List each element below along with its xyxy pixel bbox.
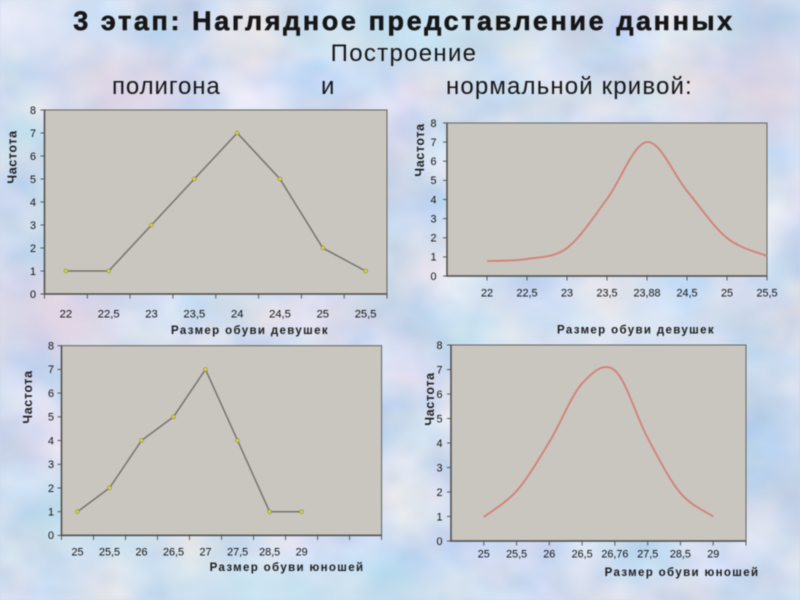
svg-text:26: 26 [135, 546, 147, 558]
svg-text:8: 8 [48, 341, 54, 353]
svg-text:25,5: 25,5 [506, 548, 527, 560]
svg-text:27: 27 [199, 546, 211, 558]
svg-text:29: 29 [707, 548, 719, 560]
svg-text:1: 1 [430, 252, 436, 264]
svg-text:28,5: 28,5 [670, 548, 691, 560]
svg-text:7: 7 [436, 364, 442, 376]
svg-text:23,5: 23,5 [183, 308, 205, 320]
svg-text:5: 5 [436, 413, 442, 425]
svg-text:5: 5 [48, 412, 54, 424]
svg-text:2: 2 [30, 243, 36, 255]
svg-text:1: 1 [436, 511, 442, 523]
svg-text:29: 29 [296, 546, 308, 558]
svg-text:0: 0 [30, 289, 36, 301]
svg-text:22,5: 22,5 [98, 308, 120, 320]
svg-text:0: 0 [430, 271, 436, 283]
svg-text:6: 6 [436, 389, 442, 401]
svg-text:7: 7 [430, 137, 436, 149]
svg-text:2: 2 [48, 483, 54, 495]
svg-text:6: 6 [30, 151, 36, 163]
svg-text:Размер обуви девушек: Размер обуви девушек [171, 325, 329, 337]
svg-text:6: 6 [48, 388, 54, 400]
svg-text:Частота: Частота [413, 123, 427, 177]
svg-text:1: 1 [30, 266, 36, 278]
svg-text:2: 2 [436, 487, 442, 499]
svg-text:8: 8 [436, 340, 442, 352]
svg-text:26,5: 26,5 [163, 546, 184, 558]
svg-text:26,76: 26,76 [601, 548, 628, 560]
svg-text:0: 0 [436, 536, 442, 548]
svg-text:Размер обуви юношей: Размер обуви юношей [210, 562, 365, 574]
svg-text:2: 2 [430, 233, 436, 245]
svg-text:22: 22 [481, 287, 493, 299]
svg-text:27,5: 27,5 [227, 546, 248, 558]
svg-text:5: 5 [30, 174, 36, 186]
svg-text:Размер обуви девушек: Размер обуви девушек [557, 325, 715, 337]
svg-text:25: 25 [478, 548, 490, 560]
svg-text:23: 23 [145, 308, 157, 320]
svg-text:Частота: Частота [5, 130, 19, 184]
svg-text:25,5: 25,5 [355, 308, 377, 320]
svg-text:1: 1 [48, 507, 54, 519]
svg-text:25,5: 25,5 [756, 287, 777, 299]
svg-text:23: 23 [561, 287, 573, 299]
svg-text:8: 8 [430, 118, 436, 130]
svg-text:Размер обуви юношей: Размер обуви юношей [605, 567, 760, 579]
svg-text:26: 26 [543, 548, 555, 560]
svg-text:24,5: 24,5 [269, 308, 291, 320]
svg-text:5: 5 [430, 175, 436, 187]
svg-text:3: 3 [30, 220, 36, 232]
svg-text:28,5: 28,5 [259, 546, 280, 558]
svg-text:22: 22 [60, 308, 72, 320]
svg-text:4: 4 [430, 194, 436, 206]
svg-text:25,5: 25,5 [99, 546, 120, 558]
svg-text:Частота: Частота [423, 372, 437, 426]
svg-text:3: 3 [436, 462, 442, 474]
svg-text:Частота: Частота [21, 370, 35, 424]
svg-text:4: 4 [436, 438, 442, 450]
svg-text:26,5: 26,5 [572, 548, 593, 560]
svg-text:0: 0 [48, 530, 54, 542]
svg-text:25: 25 [721, 287, 733, 299]
svg-text:23,5: 23,5 [596, 287, 617, 299]
svg-text:7: 7 [30, 128, 36, 140]
svg-text:24,5: 24,5 [676, 287, 697, 299]
svg-text:3: 3 [48, 459, 54, 471]
svg-text:8: 8 [30, 105, 36, 117]
svg-text:22,5: 22,5 [516, 287, 537, 299]
svg-text:4: 4 [48, 435, 54, 447]
svg-text:23,88: 23,88 [633, 287, 660, 299]
svg-text:25: 25 [71, 546, 83, 558]
svg-text:4: 4 [30, 197, 36, 209]
svg-text:27,5: 27,5 [637, 548, 658, 560]
svg-text:6: 6 [430, 156, 436, 168]
svg-text:24: 24 [231, 308, 243, 320]
svg-text:3: 3 [430, 213, 436, 225]
svg-text:25: 25 [317, 308, 329, 320]
svg-text:7: 7 [48, 364, 54, 376]
